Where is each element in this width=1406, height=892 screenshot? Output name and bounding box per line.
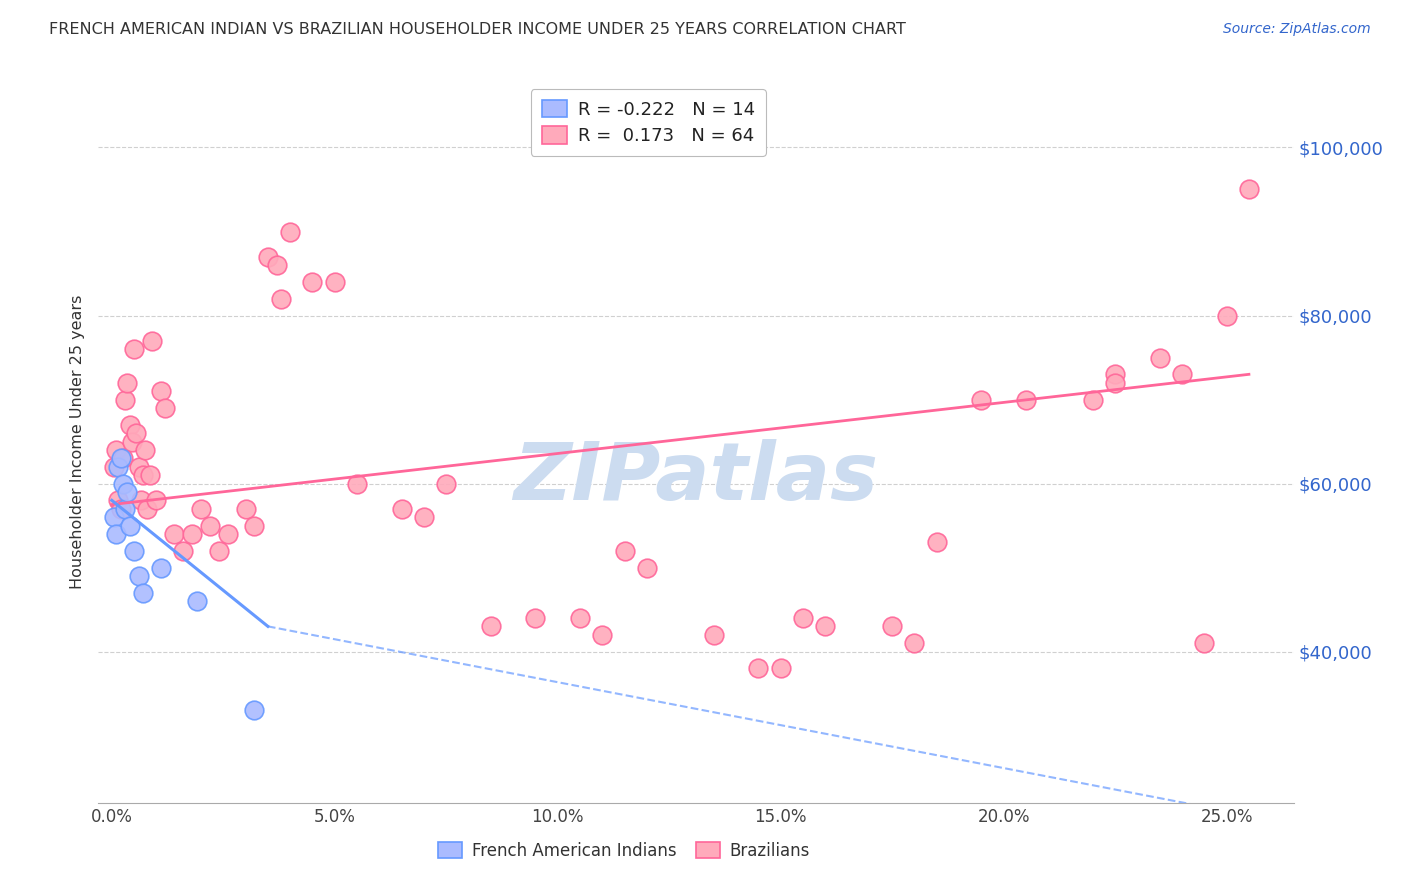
Point xyxy=(434,476,457,491)
Point xyxy=(1015,392,1038,407)
Point xyxy=(103,510,125,524)
Point xyxy=(105,527,128,541)
Point xyxy=(243,703,266,717)
Point xyxy=(323,275,346,289)
Point xyxy=(591,628,613,642)
Y-axis label: Householder Income Under 25 years: Householder Income Under 25 years xyxy=(69,294,84,589)
Point xyxy=(122,543,145,558)
Point xyxy=(301,275,323,289)
Point xyxy=(235,501,257,516)
Point xyxy=(257,250,280,264)
Point xyxy=(155,401,177,415)
Point xyxy=(266,258,288,272)
Point xyxy=(122,342,145,356)
Point xyxy=(1104,376,1126,390)
Point xyxy=(105,442,128,457)
Point xyxy=(1237,182,1260,196)
Point xyxy=(114,501,136,516)
Point xyxy=(1149,351,1171,365)
Point xyxy=(198,518,221,533)
Point xyxy=(110,451,132,466)
Point xyxy=(190,501,212,516)
Point xyxy=(925,535,948,549)
Point xyxy=(346,476,368,491)
Point xyxy=(136,501,159,516)
Point xyxy=(111,476,134,491)
Point xyxy=(1194,636,1216,650)
Point xyxy=(114,392,136,407)
Point xyxy=(121,434,143,449)
Legend: French American Indians, Brazilians: French American Indians, Brazilians xyxy=(432,836,817,867)
Point xyxy=(103,459,125,474)
Point xyxy=(903,636,925,650)
Point xyxy=(1215,309,1237,323)
Point xyxy=(413,510,436,524)
Point xyxy=(149,560,172,574)
Point xyxy=(970,392,993,407)
Text: Source: ZipAtlas.com: Source: ZipAtlas.com xyxy=(1223,22,1371,37)
Point xyxy=(141,334,163,348)
Point xyxy=(145,493,167,508)
Point xyxy=(125,426,148,441)
Point xyxy=(107,493,129,508)
Point xyxy=(703,628,725,642)
Point xyxy=(882,619,904,633)
Point xyxy=(217,527,239,541)
Point xyxy=(814,619,837,633)
Point xyxy=(117,376,139,390)
Point xyxy=(792,611,814,625)
Point xyxy=(128,459,150,474)
Point xyxy=(172,543,194,558)
Point xyxy=(186,594,208,608)
Point xyxy=(270,292,292,306)
Text: FRENCH AMERICAN INDIAN VS BRAZILIAN HOUSEHOLDER INCOME UNDER 25 YEARS CORRELATIO: FRENCH AMERICAN INDIAN VS BRAZILIAN HOUS… xyxy=(49,22,905,37)
Point xyxy=(569,611,592,625)
Point xyxy=(208,543,231,558)
Point xyxy=(391,501,413,516)
Point xyxy=(118,417,141,432)
Point xyxy=(613,543,636,558)
Point xyxy=(636,560,658,574)
Point xyxy=(110,501,132,516)
Point xyxy=(138,468,160,483)
Text: ZIPatlas: ZIPatlas xyxy=(513,439,879,516)
Point xyxy=(1171,368,1194,382)
Point xyxy=(243,518,266,533)
Point xyxy=(111,451,134,466)
Point xyxy=(747,661,769,675)
Point xyxy=(1081,392,1104,407)
Point xyxy=(132,468,155,483)
Point xyxy=(181,527,204,541)
Point xyxy=(149,384,172,398)
Point xyxy=(128,569,150,583)
Point xyxy=(107,459,129,474)
Point xyxy=(163,527,186,541)
Point xyxy=(117,485,139,500)
Point xyxy=(769,661,792,675)
Point xyxy=(118,518,141,533)
Point xyxy=(132,586,155,600)
Point xyxy=(524,611,547,625)
Point xyxy=(1104,368,1126,382)
Point xyxy=(278,225,301,239)
Point xyxy=(134,442,156,457)
Point xyxy=(479,619,502,633)
Point xyxy=(129,493,152,508)
